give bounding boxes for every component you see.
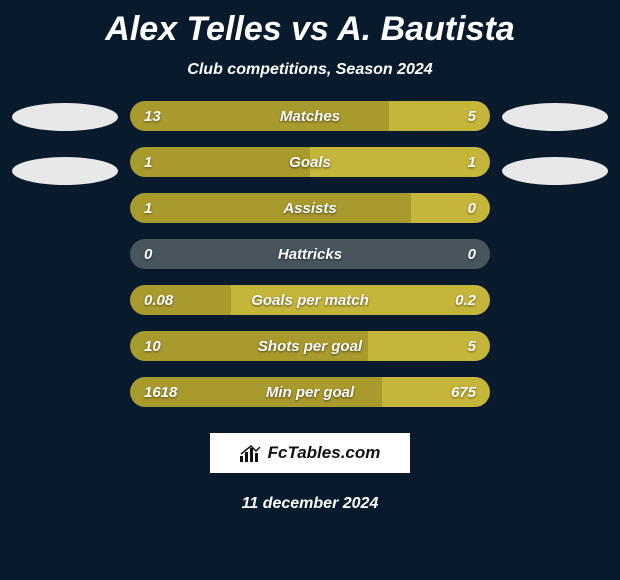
stat-label: Goals per match	[130, 292, 490, 309]
logo-text: FcTables.com	[268, 443, 381, 463]
stat-value-right: 5	[468, 338, 476, 355]
stat-value-right: 0	[468, 200, 476, 217]
stat-row: 13Matches5	[130, 101, 490, 131]
comparison-title: Alex Telles vs A. Bautista	[0, 0, 620, 49]
player-left-column	[5, 101, 125, 185]
stat-label: Matches	[130, 108, 490, 125]
stat-row: 1618Min per goal675	[130, 377, 490, 407]
stat-row: 10Shots per goal5	[130, 331, 490, 361]
comparison-subtitle: Club competitions, Season 2024	[0, 61, 620, 79]
comparison-layout: 13Matches51Goals11Assists00Hattricks00.0…	[0, 101, 620, 407]
player-left-badge	[12, 103, 118, 131]
player-right-badge	[502, 103, 608, 131]
stat-value-right: 5	[468, 108, 476, 125]
player-right-column	[495, 101, 615, 185]
stat-value-right: 0.2	[455, 292, 476, 309]
stat-label: Goals	[130, 154, 490, 171]
stat-value-right: 0	[468, 246, 476, 263]
chart-icon	[240, 444, 262, 462]
stat-label: Assists	[130, 200, 490, 217]
player-left-badge	[12, 157, 118, 185]
stat-row: 0Hattricks0	[130, 239, 490, 269]
stat-row: 1Goals1	[130, 147, 490, 177]
stat-row: 1Assists0	[130, 193, 490, 223]
date-text: 11 december 2024	[0, 495, 620, 513]
stat-label: Min per goal	[130, 384, 490, 401]
stat-label: Shots per goal	[130, 338, 490, 355]
stat-rows-container: 13Matches51Goals11Assists00Hattricks00.0…	[125, 101, 495, 407]
fctables-logo: FcTables.com	[210, 433, 410, 473]
stat-value-right: 1	[468, 154, 476, 171]
stat-label: Hattricks	[130, 246, 490, 263]
stat-row: 0.08Goals per match0.2	[130, 285, 490, 315]
player-right-badge	[502, 157, 608, 185]
stat-value-right: 675	[451, 384, 476, 401]
